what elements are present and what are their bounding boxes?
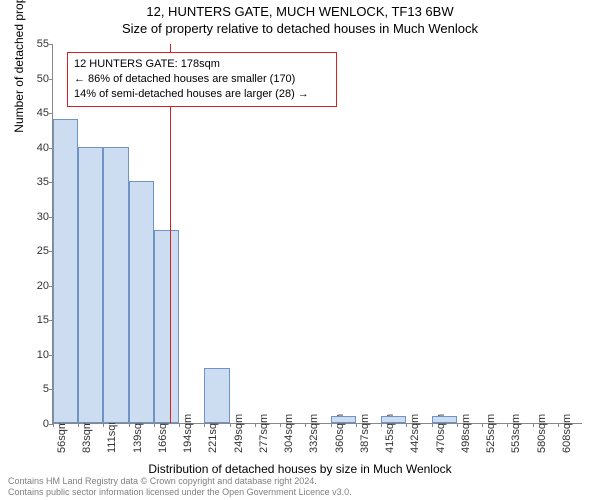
x-tick-mark <box>230 423 231 427</box>
x-tick-mark <box>103 423 104 427</box>
x-tick-label: 608sqm <box>561 414 573 453</box>
x-tick-mark <box>356 423 357 427</box>
chart-area: 051015202530354045505556sqm83sqm111sqm13… <box>52 44 582 424</box>
x-tick-mark <box>331 423 332 427</box>
x-tick-mark <box>406 423 407 427</box>
y-tick-label: 10 <box>23 349 49 361</box>
x-tick-mark <box>305 423 306 427</box>
x-tick-label: 553sqm <box>510 414 522 453</box>
x-tick-mark <box>558 423 559 427</box>
x-tick-mark <box>53 423 54 427</box>
histogram-bar <box>78 147 103 423</box>
y-tick-mark <box>49 113 53 114</box>
x-tick-label: 277sqm <box>258 414 270 453</box>
y-tick-label: 5 <box>23 383 49 395</box>
plot-region: 051015202530354045505556sqm83sqm111sqm13… <box>52 44 582 424</box>
x-axis-label: Distribution of detached houses by size … <box>0 462 600 476</box>
histogram-bar <box>204 368 229 423</box>
y-tick-label: 35 <box>23 176 49 188</box>
x-tick-mark <box>507 423 508 427</box>
x-tick-mark <box>154 423 155 427</box>
x-tick-mark <box>129 423 130 427</box>
page-title: 12, HUNTERS GATE, MUCH WENLOCK, TF13 6BW <box>0 0 600 19</box>
y-axis-label: Number of detached properties <box>12 0 26 240</box>
y-tick-label: 45 <box>23 107 49 119</box>
x-tick-label: 580sqm <box>536 414 548 453</box>
footer-credits: Contains HM Land Registry data © Crown c… <box>8 476 352 498</box>
y-tick-label: 20 <box>23 280 49 292</box>
y-tick-label: 50 <box>23 73 49 85</box>
x-tick-label: 387sqm <box>359 414 371 453</box>
y-tick-mark <box>49 79 53 80</box>
x-tick-mark <box>533 423 534 427</box>
x-tick-label: 304sqm <box>283 414 295 453</box>
annotation-line-3: 14% of semi-detached houses are larger (… <box>74 87 330 102</box>
x-tick-mark <box>179 423 180 427</box>
histogram-bar <box>432 416 457 423</box>
y-tick-label: 40 <box>23 142 49 154</box>
x-tick-mark <box>78 423 79 427</box>
x-tick-mark <box>280 423 281 427</box>
footer-line-2: Contains public sector information licen… <box>8 487 352 498</box>
y-tick-label: 0 <box>23 418 49 430</box>
x-tick-label: 525sqm <box>485 414 497 453</box>
y-tick-mark <box>49 44 53 45</box>
page-subtitle: Size of property relative to detached ho… <box>0 19 600 36</box>
annotation-box: 12 HUNTERS GATE: 178sqm ← 86% of detache… <box>67 52 337 107</box>
x-tick-mark <box>432 423 433 427</box>
x-tick-mark <box>482 423 483 427</box>
histogram-bar <box>53 119 78 423</box>
histogram-bar <box>331 416 356 423</box>
x-tick-mark <box>381 423 382 427</box>
x-tick-mark <box>457 423 458 427</box>
x-tick-label: 498sqm <box>460 414 472 453</box>
x-tick-label: 332sqm <box>308 414 320 453</box>
x-tick-mark <box>255 423 256 427</box>
y-tick-label: 30 <box>23 211 49 223</box>
annotation-line-1: 12 HUNTERS GATE: 178sqm <box>74 57 330 72</box>
footer-line-1: Contains HM Land Registry data © Crown c… <box>8 476 352 487</box>
x-tick-label: 83sqm <box>81 420 93 453</box>
histogram-bar <box>103 147 128 423</box>
histogram-bar <box>129 181 154 423</box>
y-tick-label: 55 <box>23 38 49 50</box>
x-tick-label: 249sqm <box>233 414 245 453</box>
y-tick-label: 25 <box>23 245 49 257</box>
x-tick-label: 56sqm <box>56 420 68 453</box>
histogram-bar <box>154 230 179 423</box>
histogram-bar <box>381 416 406 423</box>
y-tick-label: 15 <box>23 314 49 326</box>
x-tick-mark <box>204 423 205 427</box>
x-tick-label: 442sqm <box>409 414 421 453</box>
x-tick-label: 194sqm <box>182 414 194 453</box>
annotation-line-2: ← 86% of detached houses are smaller (17… <box>74 72 330 87</box>
